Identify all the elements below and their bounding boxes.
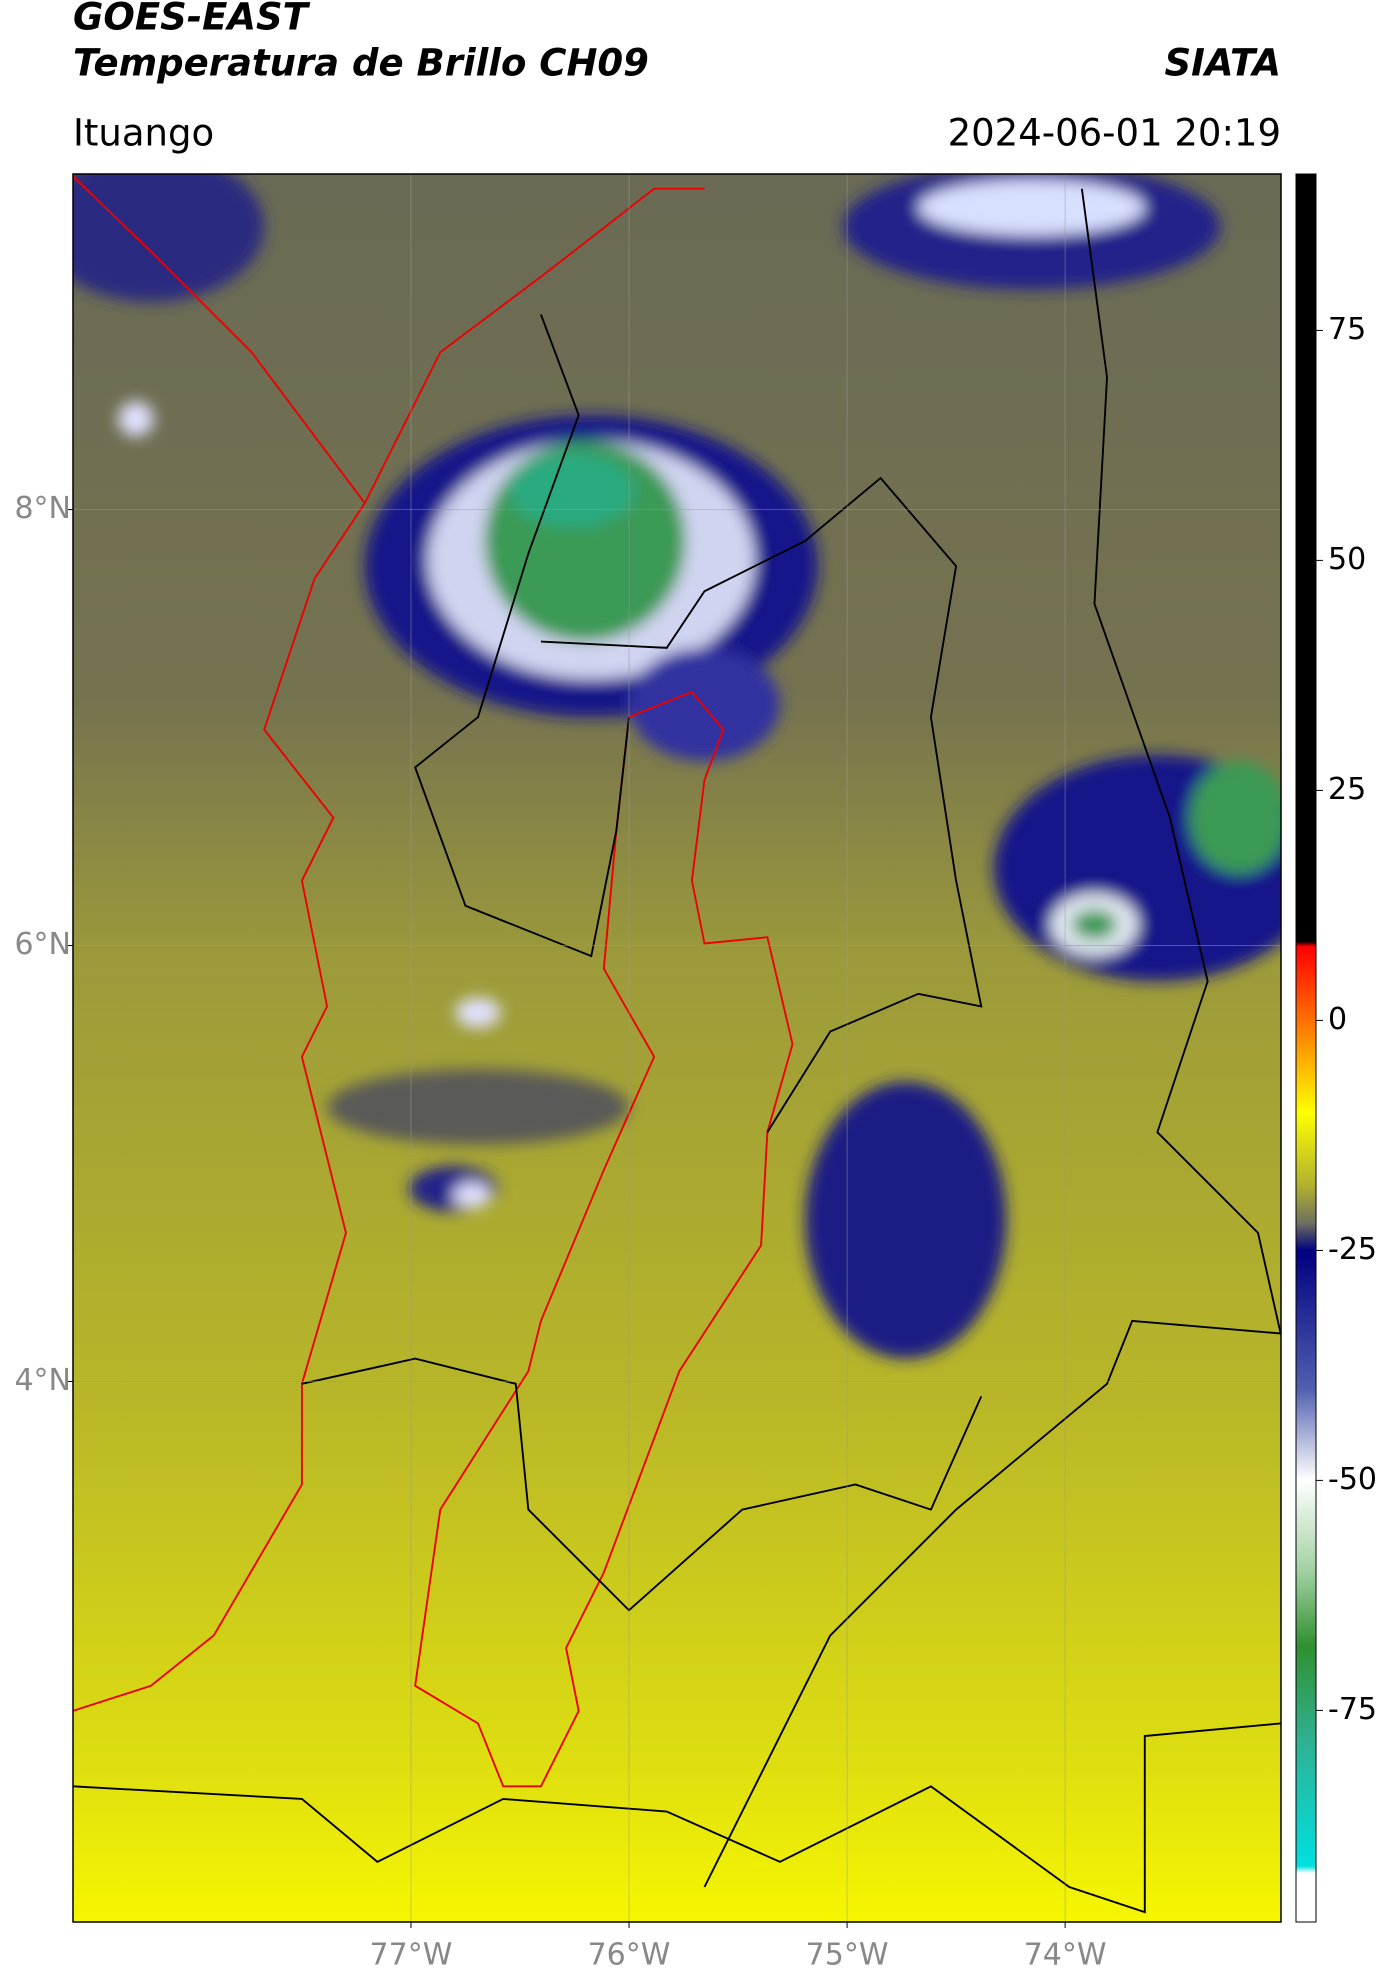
grid <box>73 174 1281 1922</box>
y-tick-label: 4°N <box>14 1363 71 1398</box>
border <box>540 476 983 1133</box>
colorbar-tick-label: -50 <box>1328 1462 1377 1497</box>
y-tick-label: 8°N <box>14 491 71 526</box>
y-tick-label: 6°N <box>14 927 71 962</box>
clouds <box>73 174 1281 1359</box>
subtitle: Temperatura de Brillo CH09 <box>73 42 649 85</box>
colorbar-tick-label: 0 <box>1328 1002 1347 1037</box>
colorbar-tick-label: 25 <box>1328 772 1366 807</box>
title: GOES-EAST <box>73 0 311 39</box>
colorbar-tick-label: -25 <box>1328 1232 1377 1267</box>
source: SIATA <box>1164 42 1281 85</box>
colorbar-tick-label: -75 <box>1328 1692 1377 1727</box>
border <box>414 314 630 958</box>
location: Ituango <box>73 112 214 155</box>
borders <box>73 175 1281 1914</box>
colorbar-tick-label: 50 <box>1328 542 1366 577</box>
map <box>73 174 1281 1922</box>
x-tick-label: 74°W <box>1024 1938 1107 1973</box>
map-frame <box>72 173 1282 1923</box>
x-tick-label: 77°W <box>370 1938 453 1973</box>
department-border <box>414 690 794 1788</box>
x-tick-label: 75°W <box>806 1938 889 1973</box>
border <box>703 188 1281 1888</box>
colorbar <box>1295 173 1317 1923</box>
colorbar-tick-label: 75 <box>1328 312 1366 347</box>
border <box>73 1722 1281 1914</box>
x-tick-label: 76°W <box>588 1938 671 1973</box>
national-border <box>363 187 705 504</box>
coastline <box>73 175 366 1712</box>
datetime: 2024-06-01 20:19 <box>948 112 1281 155</box>
